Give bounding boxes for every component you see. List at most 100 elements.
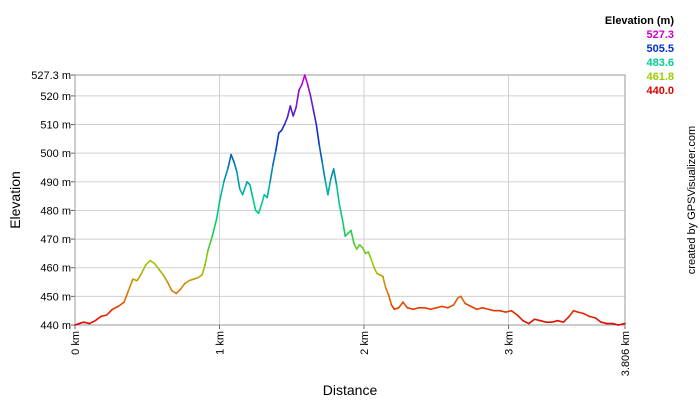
y-axis-title: Elevation <box>7 171 23 229</box>
x-tick-label: 3 km <box>504 331 516 355</box>
elevation-segment <box>117 301 125 308</box>
elevation-segment <box>289 105 295 117</box>
elevation-segment <box>539 319 547 323</box>
elevation-segment <box>283 116 289 126</box>
elevation-segment <box>390 304 396 311</box>
elevation-segment <box>441 305 449 309</box>
elevation-segment <box>201 264 206 276</box>
elevation-segment <box>527 318 536 325</box>
elevation-segment <box>460 295 466 305</box>
x-tick-label: 2 km <box>359 331 371 355</box>
elevation-segment <box>568 309 575 318</box>
y-tick-labels: 440 m 450 m 460 m 470 m 480 m 490 m 500 m 510 m… <box>31 70 71 332</box>
elevation-segment <box>236 170 241 190</box>
elevation-segment <box>429 307 438 311</box>
elevation-segment <box>373 266 378 275</box>
elevation-segment <box>516 314 524 322</box>
elevation-segment <box>381 275 387 289</box>
elevation-segment <box>464 302 472 308</box>
elevation-segment <box>280 123 286 132</box>
elevation-segment <box>309 95 315 112</box>
legend-entry: 483.6 <box>646 57 674 69</box>
elevation-segment <box>510 309 519 316</box>
elevation-segment <box>556 319 565 323</box>
elevation-legend: Elevation (m) 527.3 505.5 483.6 461.8 44… <box>605 14 674 98</box>
elevation-segment <box>611 322 620 326</box>
elevation-segment <box>166 281 173 292</box>
elevation-segment <box>204 249 209 266</box>
y-tick-label: 490 m <box>40 177 71 189</box>
elevation-segment <box>353 242 358 250</box>
x-tick-label: 3.806 km <box>620 331 632 376</box>
elevation-segment <box>600 321 608 325</box>
elevation-segment <box>153 262 160 270</box>
elevation-segment <box>251 196 257 212</box>
elevation-segment <box>295 89 300 109</box>
elevation-segment <box>215 201 221 220</box>
elevation-segment <box>397 301 404 309</box>
elevation-segment <box>275 132 280 152</box>
elevation-segment <box>179 282 186 291</box>
elevation-segment <box>423 307 432 311</box>
elevation-segment <box>341 218 347 238</box>
elevation-segment <box>140 264 147 275</box>
y-tick-label: 510 m <box>40 120 71 132</box>
x-tick-label: 0 km <box>70 331 82 355</box>
elevation-segment <box>266 181 271 199</box>
elevation-segment <box>412 307 420 311</box>
elevation-segment <box>211 218 218 238</box>
elevation-segment <box>272 149 277 166</box>
elevation-segment <box>318 143 323 163</box>
legend-entry: 505.5 <box>646 43 674 55</box>
elevation-segment <box>171 289 177 295</box>
elevation-segment <box>475 307 484 311</box>
y-tick-label: 480 m <box>40 205 71 217</box>
y-tick-label: 460 m <box>40 263 71 275</box>
elevation-segment <box>384 286 390 296</box>
elevation-segment <box>207 235 214 252</box>
y-tick-label: 440 m <box>40 320 71 332</box>
elevation-segment <box>127 278 134 292</box>
elevation-segment <box>269 163 274 183</box>
elevation-segment <box>367 251 373 260</box>
elevation-segment <box>100 314 108 318</box>
elevation-segment <box>145 259 151 266</box>
elevation-segment <box>123 289 130 303</box>
elevation-segment <box>257 203 263 215</box>
elevation-segment <box>370 258 375 269</box>
y-tick-label: 450 m <box>40 291 71 303</box>
elevation-segment <box>387 294 393 306</box>
elevation-segment <box>504 309 513 313</box>
elevation-segment <box>233 160 238 173</box>
elevation-segment <box>588 315 597 319</box>
elevation-segment <box>470 305 478 311</box>
y-tick-label: 527.3 m <box>31 70 71 82</box>
elevation-segment <box>594 317 602 323</box>
elevation-segment <box>260 193 266 206</box>
plot-frame <box>74 74 626 326</box>
elevation-segment <box>350 229 355 245</box>
elevation-segment <box>223 166 229 183</box>
elevation-segment <box>218 181 225 203</box>
elevation-segment <box>447 304 455 309</box>
grid-lines <box>71 74 626 329</box>
elevation-segment <box>355 244 361 250</box>
elevation-segment <box>324 178 329 196</box>
elevation-segment <box>149 259 156 265</box>
elevation-segment <box>562 315 571 323</box>
elevation-segment <box>298 83 303 91</box>
elevation-segment <box>136 272 143 282</box>
elevation-segment <box>94 315 102 322</box>
elevation-segment <box>158 268 164 276</box>
elevation-segment <box>292 106 297 117</box>
elevation-segment <box>105 308 114 316</box>
legend-entry: 440.0 <box>646 85 674 97</box>
elevation-segment <box>249 183 254 199</box>
elevation-segment <box>315 123 321 146</box>
elevation-segment <box>522 319 530 325</box>
elevation-segment <box>321 160 326 180</box>
elevation-segment <box>332 168 338 186</box>
x-tick-labels: 0 km 1 km 2 km 3 km 3.806 km <box>70 331 632 376</box>
elevation-segment <box>286 105 292 119</box>
